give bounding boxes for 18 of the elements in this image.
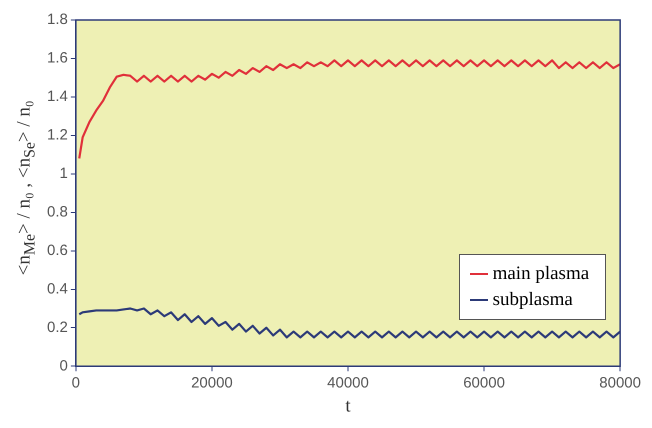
y-tick-label: 0.6 bbox=[46, 242, 68, 259]
y-tick-label: 1.8 bbox=[46, 11, 68, 28]
y-tick-label: 0.4 bbox=[46, 280, 68, 298]
y-tick-label: 0 bbox=[60, 357, 68, 374]
y-tick-label: 0.2 bbox=[46, 318, 68, 336]
legend-label: main plasma bbox=[492, 262, 590, 286]
y-tick-label: 1.2 bbox=[46, 126, 68, 144]
x-tick-label: 0 bbox=[72, 374, 80, 392]
x-axis-title: t bbox=[345, 396, 352, 417]
x-tick-label: 80000 bbox=[599, 374, 642, 392]
y-tick-label: 0.8 bbox=[46, 203, 68, 220]
x-tick-label: 60000 bbox=[463, 374, 505, 392]
legend-label: subplasma bbox=[492, 288, 573, 312]
x-tick-label: 40000 bbox=[327, 374, 369, 392]
x-tick-label: 20000 bbox=[191, 374, 233, 392]
y-tick-label: 1 bbox=[60, 165, 68, 182]
y-tick-label: 1.6 bbox=[46, 50, 68, 67]
y-tick-label: 1.4 bbox=[46, 88, 68, 106]
